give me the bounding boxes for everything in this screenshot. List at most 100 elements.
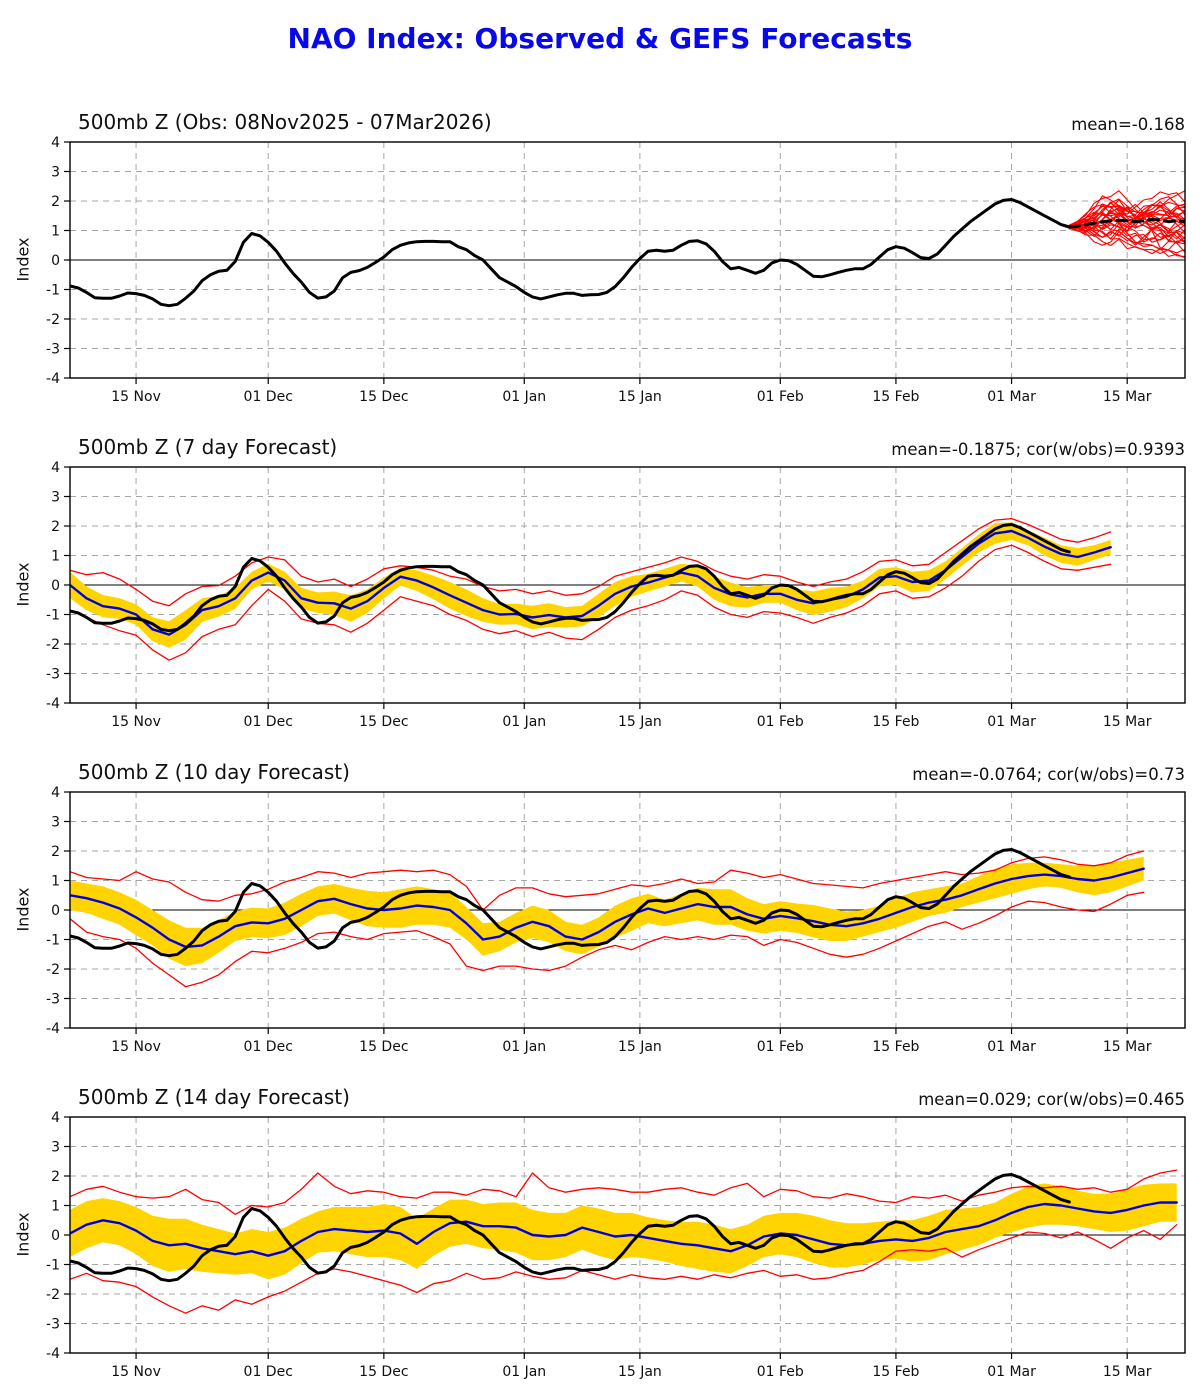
- y-tick-label: 3: [51, 1140, 60, 1156]
- ensemble-mean-line: [70, 867, 1145, 949]
- panel-stats: mean=-0.168: [1071, 115, 1185, 134]
- envelope-min-line: [70, 891, 1145, 988]
- y-tick-label: -4: [46, 1346, 60, 1362]
- panel-stats: mean=0.029; cor(w/obs)=0.465: [918, 1090, 1185, 1109]
- panel-title: 500mb Z (7 day Forecast): [78, 435, 338, 459]
- y-tick-label: -3: [46, 342, 60, 358]
- y-tick-label: 4: [51, 135, 60, 151]
- x-tick-label: 15 Jan: [618, 714, 662, 730]
- series-group: [70, 517, 1112, 661]
- spread-band: [70, 1183, 1177, 1280]
- y-tick-label: 3: [51, 165, 60, 181]
- x-tick-label: 01 Feb: [757, 1039, 804, 1055]
- series-group: [70, 848, 1145, 988]
- x-tick-label: 01 Dec: [244, 1039, 293, 1055]
- y-tick-label: 1: [51, 874, 60, 890]
- y-tick-label: 0: [51, 1228, 60, 1244]
- x-tick-label: 15 Feb: [872, 1364, 919, 1380]
- ensemble-member-line: [1068, 224, 1185, 246]
- x-tick-label: 15 Feb: [872, 1039, 919, 1055]
- panel-stats: mean=-0.0764; cor(w/obs)=0.73: [912, 765, 1185, 784]
- y-tick-label: -1: [46, 1258, 60, 1274]
- x-tick-label: 01 Jan: [502, 389, 546, 405]
- x-tick-label: 15 Dec: [359, 714, 408, 730]
- x-tick-label: 15 Mar: [1103, 714, 1152, 730]
- y-tick-label: 4: [51, 1110, 60, 1126]
- ensemble-member-line: [1068, 207, 1185, 240]
- ensemble-mean-line: [70, 1201, 1178, 1257]
- x-tick-label: 01 Dec: [244, 389, 293, 405]
- y-tick-label: -4: [46, 1021, 60, 1037]
- envelope-max-line: [70, 850, 1145, 911]
- ensemble-member-line: [1068, 190, 1185, 231]
- x-tick-label: 15 Nov: [111, 714, 161, 730]
- x-tick-label: 01 Dec: [244, 714, 293, 730]
- x-tick-label: 15 Nov: [111, 389, 161, 405]
- figure-title: NAO Index: Observed & GEFS Forecasts: [287, 22, 913, 55]
- y-tick-label: 4: [51, 785, 60, 801]
- panel-title: 500mb Z (10 day Forecast): [78, 760, 350, 784]
- y-tick-label: 2: [51, 1169, 60, 1185]
- ensemble-member-line: [1068, 226, 1185, 243]
- panel-14day-plot: 15 Nov 01 Dec 15 Dec 01 Jan 15 Jan 01 Feb 15 F…: [46, 1110, 1186, 1380]
- x-tick-label: 01 Mar: [987, 714, 1036, 730]
- x-tick-label: 15 Nov: [111, 1039, 161, 1055]
- panel-10day-plot: 15 Nov 01 Dec 15 Dec 01 Jan 15 Jan 01 Feb 15 F…: [46, 785, 1186, 1055]
- x-tick-label: 15 Feb: [872, 714, 919, 730]
- y-tick-label: 0: [51, 253, 60, 269]
- y-tick-label: -1: [46, 283, 60, 299]
- spread-band: [70, 522, 1111, 648]
- x-tick-label: 15 Mar: [1103, 389, 1152, 405]
- observed-line: [70, 523, 1071, 633]
- ensemble-member-line: [1068, 191, 1185, 226]
- series-group: [70, 190, 1185, 308]
- x-tick-label: 01 Mar: [987, 1039, 1036, 1055]
- series-group: [70, 1169, 1178, 1314]
- envelope-min-line: [70, 1224, 1178, 1314]
- y-tick-label: 0: [51, 903, 60, 919]
- x-tick-label: 15 Mar: [1103, 1039, 1152, 1055]
- y-tick-label: 2: [51, 844, 60, 860]
- y-tick-label: 3: [51, 815, 60, 831]
- panel-observed-plot: 15 Nov 01 Dec 15 Dec 01 Jan 15 Jan 01 Feb 15 F…: [46, 135, 1186, 405]
- y-tick-label: -4: [46, 696, 60, 712]
- ensemble-mean-line: [70, 529, 1112, 636]
- observed-line: [70, 1173, 1071, 1283]
- observed-line: [70, 848, 1071, 958]
- y-tick-label: -3: [46, 992, 60, 1008]
- spread-band: [70, 856, 1144, 967]
- x-tick-label: 15 Jan: [618, 1039, 662, 1055]
- panel-stats: mean=-0.1875; cor(w/obs)=0.9393: [891, 440, 1185, 459]
- y-tick-label: -1: [46, 933, 60, 949]
- y-tick-label: -2: [46, 637, 60, 653]
- x-tick-label: 15 Dec: [359, 389, 408, 405]
- x-tick-label: 01 Jan: [502, 1364, 546, 1380]
- x-tick-label: 15 Nov: [111, 1364, 161, 1380]
- x-tick-label: 01 Feb: [757, 714, 804, 730]
- y-tick-label: -2: [46, 1287, 60, 1303]
- y-tick-label: 1: [51, 224, 60, 240]
- forecast-mean-dashed-line: [1067, 217, 1185, 229]
- ensemble-member-line: [1068, 196, 1185, 229]
- y-tick-label: -1: [46, 608, 60, 624]
- y-tick-label: 1: [51, 549, 60, 565]
- y-tick-label: 2: [51, 194, 60, 210]
- panel-title: 500mb Z (14 day Forecast): [78, 1085, 350, 1109]
- x-tick-label: 01 Mar: [987, 389, 1036, 405]
- envelope-min-line: [70, 544, 1112, 661]
- y-tick-label: 3: [51, 490, 60, 506]
- y-tick-label: 4: [51, 460, 60, 476]
- x-tick-label: 15 Jan: [618, 389, 662, 405]
- envelope-max-line: [70, 1169, 1178, 1215]
- x-tick-label: 01 Jan: [502, 1039, 546, 1055]
- x-tick-label: 15 Dec: [359, 1039, 408, 1055]
- y-tick-label: 2: [51, 519, 60, 535]
- y-tick-label: 1: [51, 1199, 60, 1215]
- y-tick-label: 0: [51, 578, 60, 594]
- observed-line: [70, 198, 1071, 308]
- x-tick-label: 15 Mar: [1103, 1364, 1152, 1380]
- y-tick-label: -2: [46, 962, 60, 978]
- panel-title: 500mb Z (Obs: 08Nov2025 - 07Mar2026): [78, 110, 492, 134]
- x-tick-label: 01 Feb: [757, 389, 804, 405]
